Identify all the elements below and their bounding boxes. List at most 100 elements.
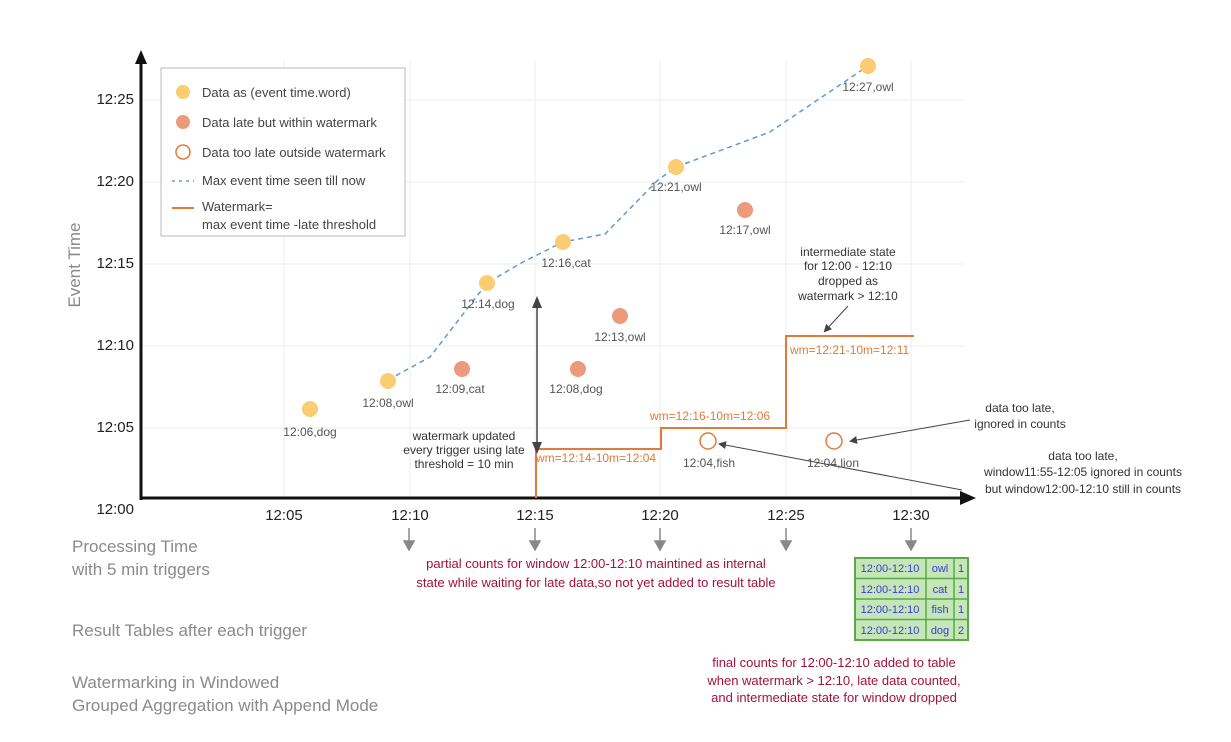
data-point <box>737 202 753 218</box>
note-line: window11:55-12:05 ignored in counts <box>983 465 1182 479</box>
data-point <box>454 361 470 377</box>
table-cell: 12:00-12:10 <box>861 563 920 575</box>
trigger-arrows <box>402 528 918 552</box>
x-axis-arrow <box>960 491 976 505</box>
x-tick: 12:20 <box>641 507 679 524</box>
result-table: 12:00-12:10 owl 1 12:00-12:10 cat 1 12:0… <box>854 557 969 641</box>
x-tick: 12:25 <box>767 507 805 524</box>
point-label: 12:06,dog <box>283 425 336 439</box>
note-line: dropped as <box>818 274 878 288</box>
note-line: but window12:00-12:10 still in counts <box>985 482 1181 496</box>
note-line: threshold = 10 min <box>414 457 513 471</box>
data-point <box>668 159 684 175</box>
point-labels: 12:06,dog 12:08,owl 12:14,dog 12:16,cat … <box>283 80 893 470</box>
watermark-gap-arrow <box>532 296 542 454</box>
data-point <box>302 401 318 417</box>
note-line: for 12:00 - 12:10 <box>804 259 892 273</box>
table-cell: 1 <box>958 584 964 596</box>
point-label: 12:04,lion <box>807 456 859 470</box>
note-line: when watermark > 12:10, late data counte… <box>706 673 960 688</box>
data-point <box>699 432 717 450</box>
point-label: 12:17,owl <box>719 223 770 237</box>
legend: Data as (event time.word) Data late but … <box>160 67 406 237</box>
data-point <box>860 58 876 74</box>
note-ignored: data too late, ignored in counts <box>974 401 1065 431</box>
arrow-intermediate <box>823 305 849 333</box>
watermark-label: wm=12:21-10m=12:11 <box>789 343 910 357</box>
y-tick: 12:05 <box>96 419 134 436</box>
too-late-points <box>699 432 843 450</box>
note-line: watermark > 12:10 <box>797 289 898 303</box>
point-label: 12:16,cat <box>541 256 591 270</box>
x-tick-labels: 12:05 12:10 12:15 12:20 12:25 12:30 <box>265 507 930 524</box>
footer-title-2: Grouped Aggregation with Append Mode <box>72 696 378 715</box>
x-tick: 12:05 <box>265 507 303 524</box>
table-cell: 12:00-12:10 <box>861 604 920 616</box>
point-label: 12:09,cat <box>435 382 485 396</box>
processing-time-label-2: with 5 min triggers <box>71 560 210 579</box>
y-tick: 12:10 <box>96 337 134 354</box>
data-point <box>555 234 571 250</box>
legend-box <box>160 67 406 237</box>
max-event-time-line <box>387 65 869 381</box>
legend-too-late: Data too late outside watermark <box>202 145 386 160</box>
note-line: watermark updated <box>412 429 516 443</box>
note-line: data too late, <box>1048 449 1117 463</box>
final-counts-note: final counts for 12:00-12:10 added to ta… <box>706 655 960 705</box>
y-tick: 12:15 <box>96 255 134 272</box>
arrow-window <box>718 441 963 491</box>
note-line: every trigger using late <box>403 443 525 457</box>
point-label: 12:27,owl <box>842 80 893 94</box>
legend-on-time: Data as (event time.word) <box>202 85 351 100</box>
watermark-label: wm=12:14-10m=12:04 <box>535 451 656 465</box>
arrow-ignored <box>849 419 971 444</box>
note-line: ignored in counts <box>974 417 1065 431</box>
table-cell: 1 <box>958 604 964 616</box>
late-points <box>454 202 753 377</box>
legend-late-marker <box>176 115 190 129</box>
point-label: 12:08,dog <box>549 382 602 396</box>
point-label: 12:21,owl <box>650 180 701 194</box>
point-label: 12:08,owl <box>362 396 413 410</box>
data-point <box>479 275 495 291</box>
table-cell: cat <box>933 584 948 596</box>
data-point <box>825 432 843 450</box>
legend-too-late-marker <box>175 144 191 160</box>
y-tick: 12:25 <box>96 91 134 108</box>
table-cell: dog <box>931 625 949 637</box>
footer-title: Watermarking in Windowed <box>72 673 279 692</box>
x-tick: 12:15 <box>516 507 554 524</box>
data-point <box>570 361 586 377</box>
on-time-points <box>302 58 876 417</box>
legend-late: Data late but within watermark <box>202 115 377 130</box>
data-point <box>380 373 396 389</box>
y-tick: 12:20 <box>96 173 134 190</box>
result-tables-label: Result Tables after each trigger <box>72 621 307 640</box>
table-cell: 12:00-12:10 <box>861 625 920 637</box>
watermark-label: wm=12:16-10m=12:06 <box>649 409 770 423</box>
note-line: final counts for 12:00-12:10 added to ta… <box>712 655 956 670</box>
legend-max: Max event time seen till now <box>202 173 366 188</box>
note-window: data too late, window11:55-12:05 ignored… <box>983 449 1182 496</box>
x-tick: 12:10 <box>391 507 429 524</box>
y-tick: 12:00 <box>96 501 134 518</box>
table-cell: 12:00-12:10 <box>861 584 920 596</box>
data-point <box>612 308 628 324</box>
note-watermark-updated: watermark updated every trigger using la… <box>403 429 525 471</box>
processing-time-label: Processing Time <box>72 537 198 556</box>
y-axis-arrow <box>135 50 147 64</box>
table-cell: 2 <box>958 625 964 637</box>
table-cell: fish <box>931 604 948 616</box>
partial-counts-note: partial counts for window 12:00-12:10 ma… <box>426 556 766 571</box>
partial-counts-note-2: state while waiting for late data,so not… <box>416 575 775 590</box>
y-axis-title: Event Time <box>65 222 84 307</box>
note-intermediate: intermediate state for 12:00 - 12:10 dro… <box>797 245 898 303</box>
y-tick-labels: 12:00 12:05 12:10 12:15 12:20 12:25 <box>96 91 134 518</box>
x-tick: 12:30 <box>892 507 930 524</box>
point-label: 12:13,owl <box>594 330 645 344</box>
table-cell: owl <box>932 563 949 575</box>
legend-watermark: Watermark= <box>202 199 273 214</box>
legend-on-time-marker <box>176 85 190 99</box>
legend-watermark-2: max event time -late threshold <box>202 217 376 232</box>
